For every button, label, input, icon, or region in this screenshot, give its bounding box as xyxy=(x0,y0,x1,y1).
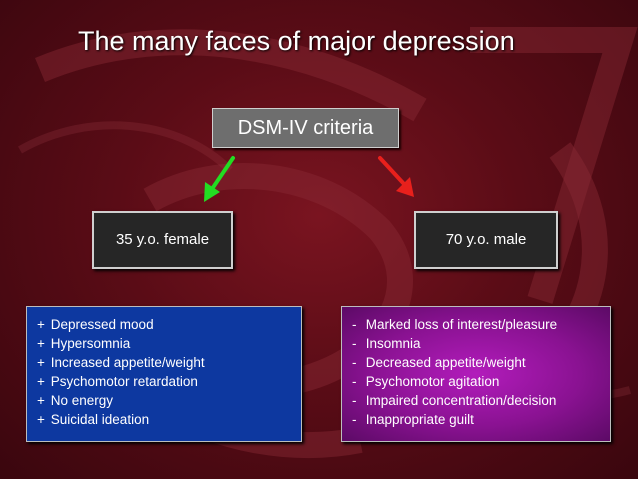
symptom-item: - Inappropriate guilt xyxy=(352,412,474,427)
arrow-to-female xyxy=(210,156,235,191)
symptom-item: + Depressed mood xyxy=(37,317,154,332)
symptom-item: - Decreased appetite/weight xyxy=(352,355,526,370)
symptom-item: + Hypersomnia xyxy=(37,336,131,351)
arrow-to-female-head xyxy=(204,182,220,202)
female-symptoms-box: + Depressed mood + Hypersomnia + Increas… xyxy=(26,306,302,442)
female-symptom-list: + Depressed mood + Hypersomnia + Increas… xyxy=(37,315,291,429)
slide-title: The many faces of major depression xyxy=(78,26,515,56)
symptom-item: + Psychomotor retardation xyxy=(37,374,198,389)
male-patient-box: 70 y.o. male xyxy=(414,211,558,269)
symptom-item: + No energy xyxy=(37,393,114,408)
arrow-to-male xyxy=(378,156,406,186)
symptom-item: - Psychomotor agitation xyxy=(352,374,500,389)
symptom-item: + Increased appetite/weight xyxy=(37,355,205,370)
criteria-box: DSM-IV criteria xyxy=(212,108,399,148)
symptom-item: + Suicidal ideation xyxy=(37,412,150,427)
arrow-to-male-head xyxy=(396,177,414,197)
symptom-item: - Marked loss of interest/pleasure xyxy=(352,317,558,332)
symptom-item: - Impaired concentration/decision xyxy=(352,393,557,408)
symptom-item: - Insomnia xyxy=(352,336,421,351)
female-patient-box: 35 y.o. female xyxy=(92,211,233,269)
male-symptoms-box: - Marked loss of interest/pleasure - Ins… xyxy=(341,306,611,442)
male-symptom-list: - Marked loss of interest/pleasure - Ins… xyxy=(352,315,600,429)
